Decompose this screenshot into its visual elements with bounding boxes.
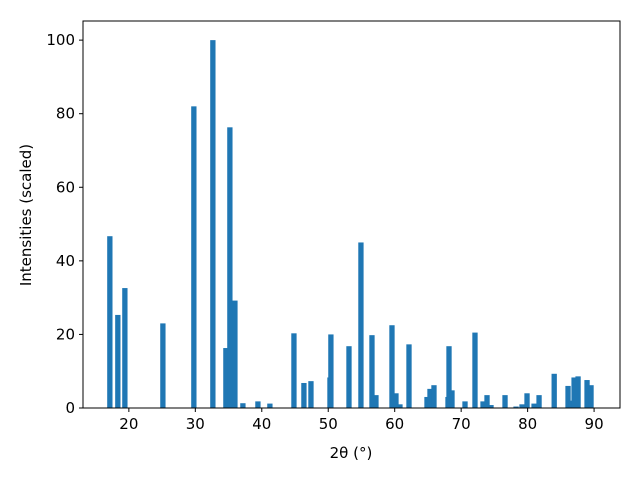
bar: [565, 385, 571, 408]
bar: [115, 314, 121, 408]
bar: [536, 395, 542, 408]
bar: [427, 388, 433, 408]
x-tick-label: 80: [518, 415, 537, 433]
x-axis-label: 2θ (°): [330, 444, 373, 462]
bar: [480, 401, 486, 408]
bar: [584, 380, 590, 408]
x-tick-label: 50: [319, 415, 338, 433]
bar: [122, 288, 128, 408]
bar: [446, 346, 452, 408]
bar: [223, 348, 229, 408]
y-axis-label: Intensities (scaled): [17, 144, 35, 286]
bar: [397, 404, 403, 408]
y-tick-label: 40: [56, 252, 75, 270]
bar: [519, 404, 525, 408]
bar: [588, 385, 594, 408]
bar: [502, 395, 508, 408]
bar: [389, 325, 395, 408]
bar: [484, 395, 490, 408]
x-tick-label: 30: [186, 415, 205, 433]
bar: [328, 334, 334, 408]
bar: [369, 335, 375, 408]
x-tick-label: 40: [252, 415, 271, 433]
bar: [346, 346, 352, 408]
bar: [575, 376, 581, 408]
bar: [568, 400, 574, 408]
bar: [462, 401, 468, 408]
bar: [513, 406, 519, 408]
bar: [291, 333, 297, 408]
bar: [551, 373, 557, 408]
bar: [449, 390, 455, 408]
bar: [232, 300, 238, 408]
bar: [571, 377, 577, 408]
bar: [227, 127, 233, 408]
bar: [524, 393, 530, 408]
bar: [373, 395, 379, 408]
bar: [424, 396, 430, 408]
bar: [210, 40, 216, 409]
bar: [393, 393, 399, 408]
y-tick-label: 100: [46, 31, 75, 49]
bar: [406, 344, 412, 408]
y-tick-label: 0: [65, 399, 75, 417]
bar: [472, 332, 478, 408]
bar: [308, 381, 314, 408]
bar: [488, 405, 494, 408]
y-tick-label: 80: [56, 105, 75, 123]
y-tick-label: 60: [56, 178, 75, 196]
plot-frame: [82, 20, 621, 409]
bar: [240, 403, 246, 408]
bar: [301, 382, 307, 408]
bar: [267, 403, 273, 408]
x-tick-label: 60: [385, 415, 404, 433]
bar: [107, 236, 113, 408]
bar: [358, 242, 364, 408]
bar: [255, 401, 261, 408]
y-tick-label: 20: [56, 325, 75, 343]
x-tick-label: 70: [452, 415, 471, 433]
x-tick-label: 90: [585, 415, 604, 433]
bar: [191, 106, 197, 408]
bar: [431, 385, 437, 408]
x-tick-label: 20: [119, 415, 138, 433]
bar: [531, 403, 537, 408]
bar: [160, 323, 166, 408]
